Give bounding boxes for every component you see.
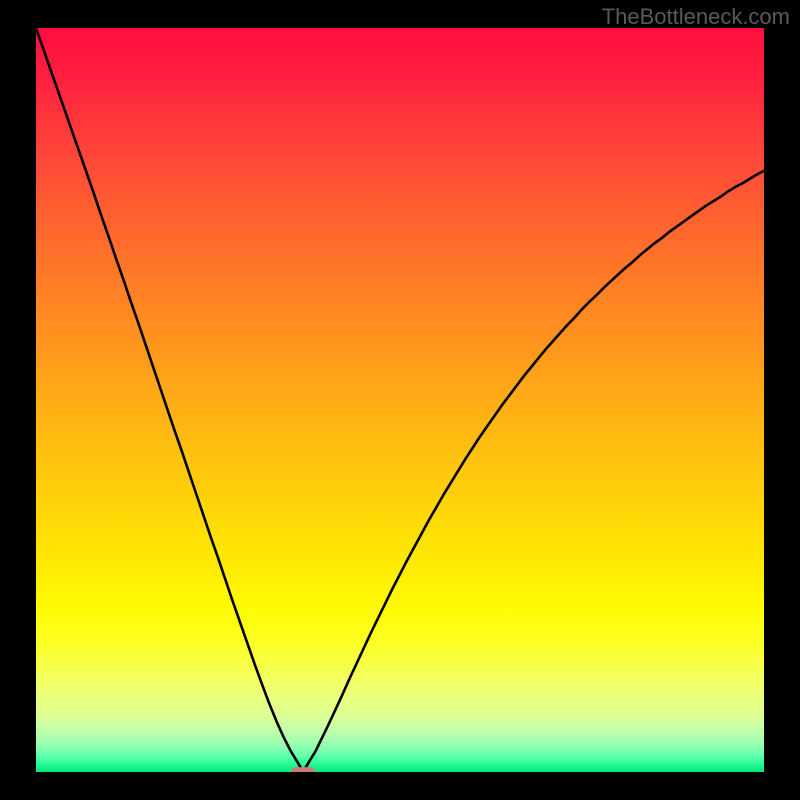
curve-layer — [36, 28, 764, 772]
min-point-marker — [291, 767, 315, 772]
watermark-text: TheBottleneck.com — [602, 4, 790, 30]
plot-area — [36, 28, 764, 772]
figure-container: TheBottleneck.com — [0, 0, 800, 800]
bottleneck-curve — [36, 28, 764, 772]
